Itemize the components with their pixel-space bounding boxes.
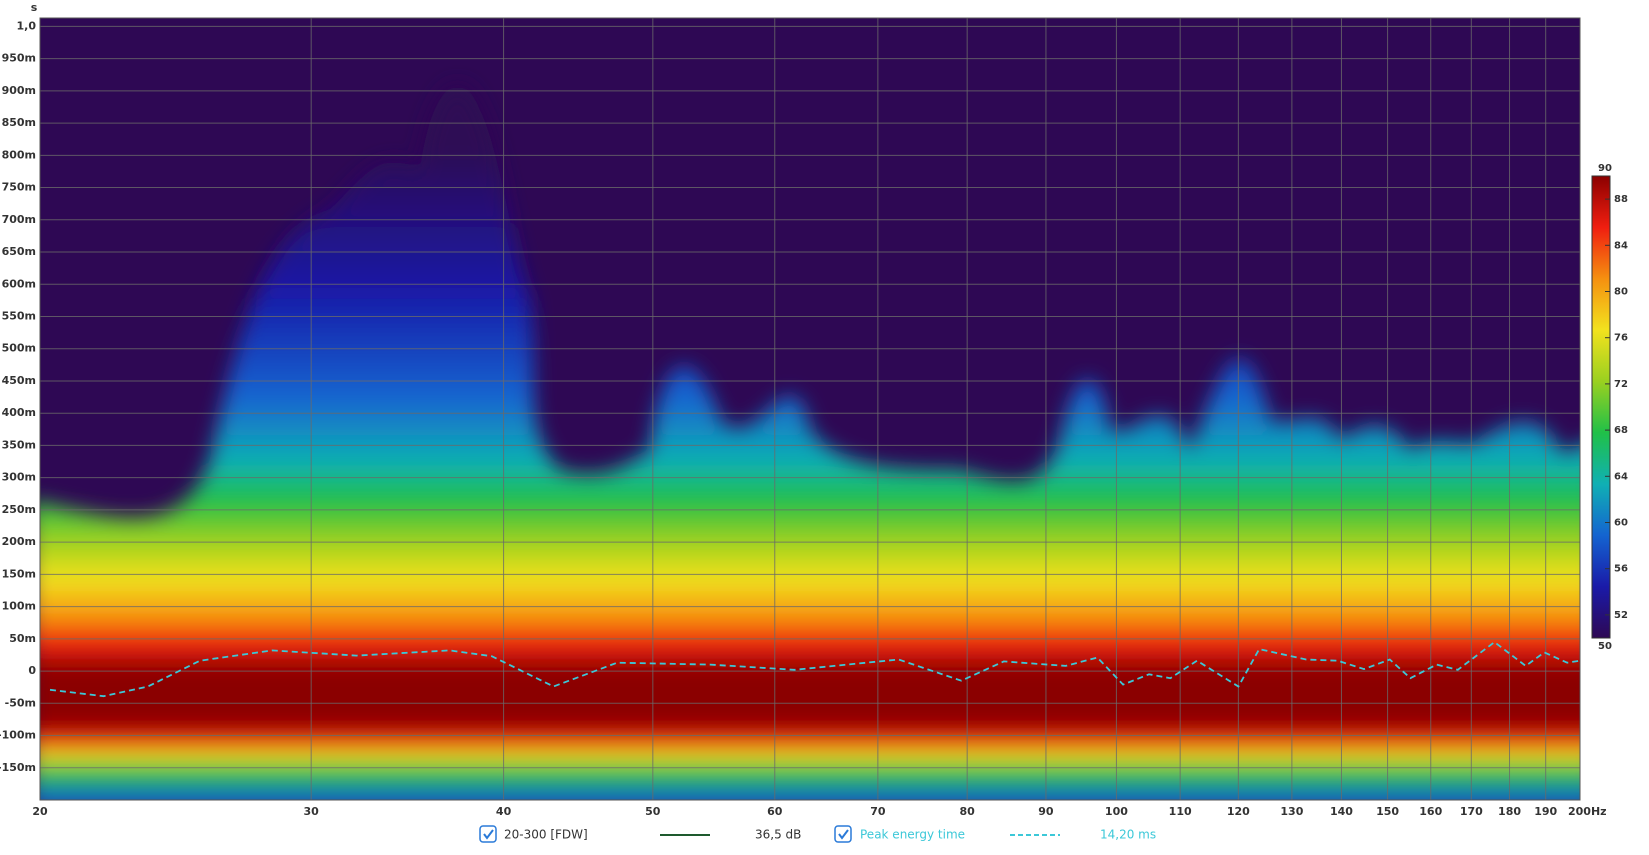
y-tick-label: 350m: [2, 438, 36, 451]
y-tick-label: -50m: [5, 696, 36, 709]
y-tick-label: 600m: [2, 277, 36, 290]
y-tick-label: 450m: [2, 374, 36, 387]
y-tick-label: 0: [28, 664, 36, 677]
colorbar-tick-label: 76: [1614, 333, 1628, 344]
y-tick-label: 550m: [2, 309, 36, 322]
colorbar-tick-label: 90: [1598, 163, 1612, 174]
x-tick-label: 60: [767, 805, 783, 818]
x-tick-label: 110: [1169, 805, 1192, 818]
colorbar-tick-label: 56: [1614, 564, 1628, 575]
legend-value: 14,20 ms: [1100, 828, 1156, 842]
y-tick-label: 250m: [2, 503, 36, 516]
x-tick-label: 40: [496, 805, 512, 818]
checkbox[interactable]: [834, 825, 852, 843]
legend-label: Peak energy time: [860, 828, 965, 842]
legend: 20-300 [FDW] 36,5 dB Peak energy time 14…: [479, 825, 1156, 843]
x-tick-label: 150: [1376, 805, 1399, 818]
x-tick-label: 190: [1534, 805, 1557, 818]
heat-field: [40, 85, 1580, 800]
legend-label: 20-300 [FDW]: [504, 828, 588, 842]
y-tick-label: 400m: [2, 406, 36, 419]
checkbox[interactable]: [479, 825, 497, 843]
x-tick-label: 20: [32, 805, 48, 818]
colorbar-tick-label: 52: [1614, 610, 1628, 621]
y-tick-label: 750m: [2, 181, 36, 194]
plot-frame: [39, 17, 1581, 801]
y-tick-label: 100m: [2, 600, 36, 613]
y-tick-label: 700m: [2, 213, 36, 226]
y-tick-label: 650m: [2, 245, 36, 258]
y-unit: s: [31, 1, 38, 14]
legend-value: 36,5 dB: [755, 828, 801, 842]
y-tick-label: 850m: [2, 116, 36, 129]
x-tick-label: 180: [1498, 805, 1521, 818]
x-tick-label: 100: [1105, 805, 1128, 818]
y-tick-label: 900m: [2, 84, 36, 97]
x-tick-label: 120: [1227, 805, 1250, 818]
x-tick-label: 160: [1419, 805, 1442, 818]
peak-energy-line: [49, 640, 1580, 698]
x-tick-label: 80: [960, 805, 976, 818]
colorbar-tick-label: 68: [1614, 425, 1628, 436]
colorbar-tick-label: 72: [1614, 379, 1628, 390]
x-tick-label: 70: [870, 805, 886, 818]
x-tick-label: 200Hz: [1568, 805, 1607, 818]
y-tick-label: 150m: [2, 567, 36, 580]
x-tick-label: 90: [1038, 805, 1054, 818]
y-tick-label: -100m: [0, 729, 36, 742]
y-tick-label: 950m: [2, 52, 36, 65]
check-icon: [838, 829, 849, 840]
x-tick-label: 30: [304, 805, 320, 818]
y-tick-label: 300m: [2, 471, 36, 484]
y-tick-label: 50m: [9, 632, 36, 645]
y-tick-label: 1,0: [17, 19, 37, 32]
colorbar-tick-label: 64: [1614, 471, 1628, 482]
y-tick-label: 200m: [2, 535, 36, 548]
y-tick-label: 500m: [2, 342, 36, 355]
colorbar-tick-label: 80: [1614, 287, 1628, 298]
x-tick-label: 130: [1280, 805, 1303, 818]
y-tick-label: -150m: [0, 761, 36, 774]
colorbar-tick-label: 84: [1614, 240, 1628, 251]
colorbar-tick-label: 50: [1598, 641, 1612, 652]
colorbar-tick-label: 88: [1614, 194, 1628, 205]
x-tick-label: 140: [1330, 805, 1353, 818]
x-tick-label: 170: [1460, 805, 1483, 818]
y-tick-label: 800m: [2, 148, 36, 161]
colorbar-tick-label: 60: [1614, 518, 1628, 529]
x-tick-label: 50: [645, 805, 661, 818]
check-icon: [483, 829, 494, 840]
